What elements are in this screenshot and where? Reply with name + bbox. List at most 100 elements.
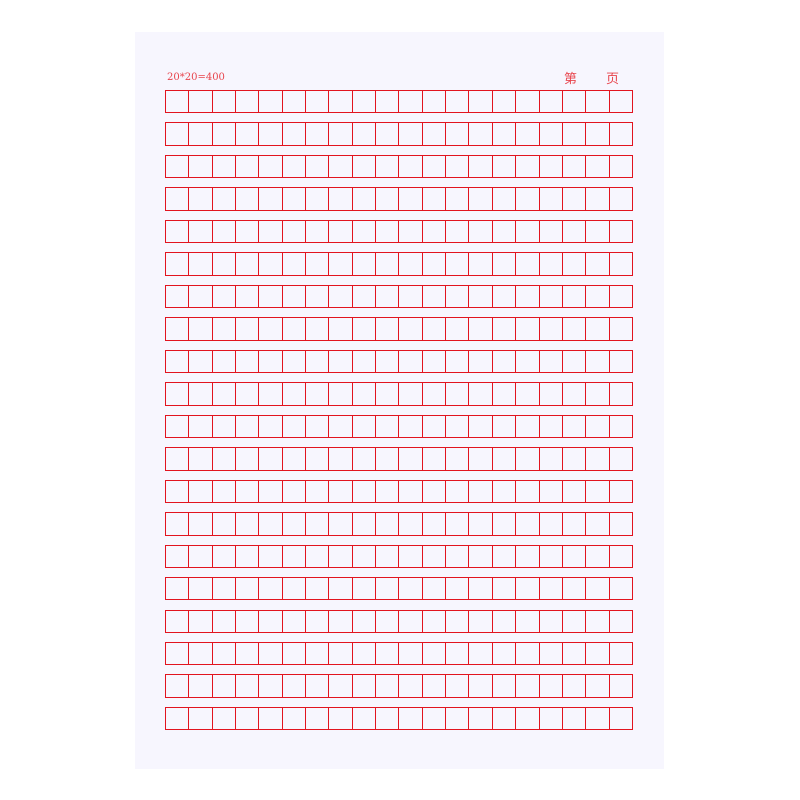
grid-cell: [259, 318, 283, 340]
grid-cell: [329, 415, 353, 438]
grid-cell: [586, 188, 610, 210]
grid-cell: [259, 155, 283, 178]
grid-cell: [493, 350, 517, 373]
grid-cell: [376, 675, 400, 697]
grid-cell: [586, 448, 610, 470]
grid-cell: [329, 220, 353, 243]
grid-cell: [423, 91, 447, 113]
grid-cell: [166, 578, 190, 600]
grid-cell: [236, 675, 260, 697]
grid-cell: [610, 481, 632, 502]
grid-cell: [376, 448, 400, 470]
grid-cell: [493, 675, 517, 697]
grid-cell: [213, 350, 237, 373]
grid-cell: [563, 578, 587, 600]
grid-cell: [213, 642, 237, 665]
grid-cell: [213, 91, 237, 113]
grid-cell: [376, 578, 400, 600]
grid-cell: [189, 545, 213, 567]
grid-cell: [493, 253, 517, 275]
grid-cell: [399, 513, 423, 535]
grid-cell: [259, 480, 283, 503]
grid-cell: [493, 448, 517, 470]
grid-cell: [399, 448, 423, 470]
grid-cell: [493, 123, 517, 145]
grid-cell: [306, 448, 330, 470]
grid-cell: [586, 480, 610, 503]
grid-cell: [306, 91, 330, 113]
grid-cell: [586, 578, 610, 600]
grid-cell: [189, 253, 213, 275]
grid-cell: [610, 123, 632, 144]
grid-cell: [376, 383, 400, 405]
manuscript-paper: 20*20=400 第 页: [135, 32, 664, 769]
grid-cell: [610, 188, 632, 209]
grid-cell: [353, 578, 377, 600]
grid-cell: [259, 91, 283, 113]
grid-cell: [306, 220, 330, 243]
grid-cell: [516, 383, 540, 405]
grid-cell: [329, 578, 353, 600]
grid-cell: [283, 285, 307, 308]
grid-cell: [329, 480, 353, 503]
grid-cell: [540, 642, 563, 665]
grid-cell: [399, 707, 423, 730]
grid-row: [165, 641, 633, 666]
grid-cell: [563, 480, 587, 503]
grid-cell: [213, 448, 237, 470]
grid-cell: [446, 707, 470, 730]
grid-cell: [469, 383, 493, 405]
grid-cell: [469, 285, 493, 308]
grid-cell: [353, 642, 377, 665]
grid-cell: [516, 91, 540, 113]
grid-cell: [283, 383, 307, 405]
grid-cell: [329, 188, 353, 210]
grid-cell: [236, 350, 260, 373]
grid-cell: [563, 415, 587, 438]
grid-cell: [423, 253, 447, 275]
grid-cell: [423, 220, 447, 243]
grid-cell: [446, 513, 470, 535]
grid-cell: [586, 707, 610, 730]
grid-cell: [213, 155, 237, 178]
grid-cell: [329, 123, 353, 145]
grid-cell: [353, 415, 377, 438]
grid-cell: [259, 448, 283, 470]
grid-cell: [586, 318, 610, 340]
grid-cell: [516, 188, 540, 210]
grid-cell: [563, 675, 587, 697]
grid-cell: [213, 578, 237, 600]
grid-cell: [540, 220, 563, 243]
grid-cell: [376, 318, 400, 340]
grid-cell: [610, 513, 632, 534]
grid-cell: [283, 350, 307, 373]
grid-cell: [446, 318, 470, 340]
grid-cell: [423, 415, 447, 438]
grid-cell: [610, 643, 632, 664]
grid-cell: [493, 707, 517, 730]
grid-cell: [166, 415, 190, 438]
grid-cell: [493, 318, 517, 340]
grid-cell: [329, 350, 353, 373]
grid-cell: [329, 253, 353, 275]
grid-cell: [469, 220, 493, 243]
grid-cell: [283, 155, 307, 178]
grid-cell: [259, 285, 283, 308]
grid-cell: [446, 578, 470, 600]
grid-cell: [399, 91, 423, 113]
grid-cell: [329, 610, 353, 632]
grid-cell: [236, 318, 260, 340]
grid-row: [165, 674, 633, 698]
grid-cell: [423, 350, 447, 373]
grid-cell: [586, 285, 610, 308]
grid-cell: [283, 578, 307, 600]
grid-cell: [516, 513, 540, 535]
grid-cell: [399, 383, 423, 405]
grid-cell: [516, 318, 540, 340]
grid-cell: [213, 123, 237, 145]
grid-cell: [540, 188, 563, 210]
grid-cell: [399, 545, 423, 567]
grid-cell: [446, 610, 470, 632]
grid-cell: [329, 675, 353, 697]
grid-cell: [399, 675, 423, 697]
